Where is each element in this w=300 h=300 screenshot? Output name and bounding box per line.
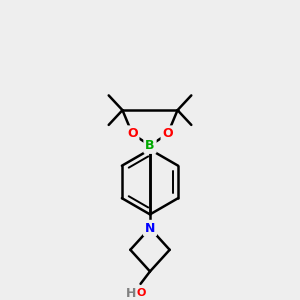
Text: O: O	[127, 127, 138, 140]
Text: O: O	[136, 288, 146, 298]
Text: O: O	[162, 127, 173, 140]
Text: B: B	[145, 139, 155, 152]
Text: N: N	[145, 222, 155, 235]
Text: H: H	[126, 286, 136, 300]
